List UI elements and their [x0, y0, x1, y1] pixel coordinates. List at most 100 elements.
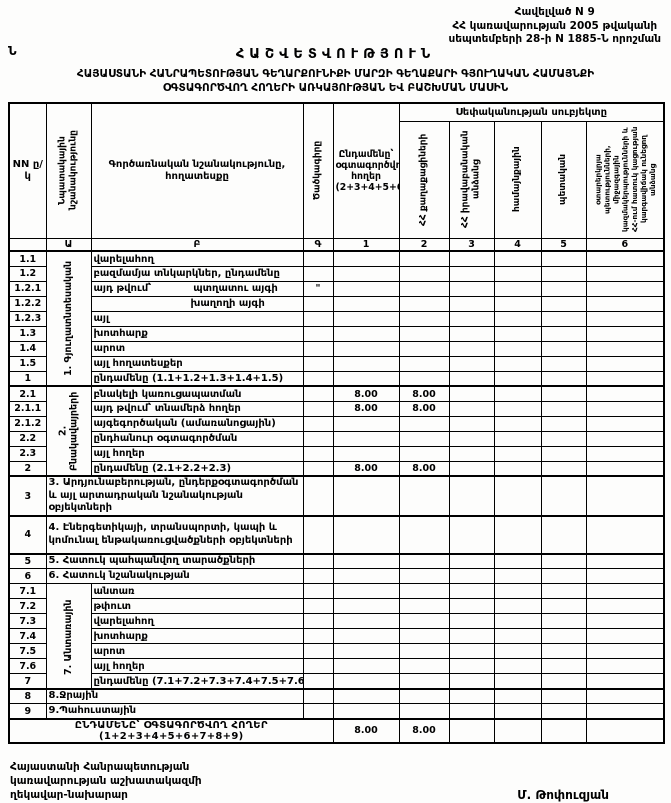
value-cell	[332, 340, 400, 357]
value-cell	[585, 385, 665, 402]
code-cell	[302, 430, 334, 447]
code-cell	[302, 628, 334, 645]
value-cell	[540, 400, 587, 417]
value-cell	[585, 598, 665, 615]
value-cell	[398, 658, 450, 675]
value-cell	[585, 475, 665, 517]
footer-line: կառավարության աշխատակազմի	[10, 775, 202, 788]
value-cell	[493, 658, 542, 675]
code-cell	[302, 355, 334, 372]
header-ownership-subject: Սեփականության սուբյեկտը	[398, 102, 665, 122]
value-cell	[448, 514, 495, 555]
value-cell	[540, 250, 587, 267]
value-cell	[398, 340, 450, 357]
row-label-prefix: այդ թվում՝	[93, 283, 152, 295]
appendix-reference: Հավելված N 9 ՀՀ կառավարության 2005 թվակա…	[448, 6, 661, 47]
value-cell	[585, 717, 665, 744]
value-cell: 8.00	[332, 385, 400, 402]
value-cell	[332, 514, 400, 555]
value-cell	[398, 325, 450, 342]
value-cell	[493, 628, 542, 645]
row-label: այլ հողեր	[90, 658, 304, 675]
value-cell	[540, 613, 587, 630]
value-cell	[448, 250, 495, 267]
value-cell	[448, 658, 495, 675]
value-cell	[540, 598, 587, 615]
value-cell	[448, 717, 495, 744]
row-label: ընդամենը (2.1+2.2+2.3)	[90, 460, 304, 477]
row-label: այդ թվում՝ պտղատու այգի	[90, 280, 304, 297]
value-cell	[332, 415, 400, 432]
value-cell	[332, 568, 400, 585]
table-row: 9 9.Պահուստային	[8, 703, 665, 720]
value-cell	[448, 340, 495, 357]
value-cell	[493, 280, 542, 297]
value-cell	[398, 475, 450, 517]
row-number: 2.1.2	[8, 415, 47, 432]
column-index-cell: 1	[332, 237, 400, 253]
row-label: 9.Պահուստային	[45, 703, 304, 720]
row-label: այլ հողատեսքեր	[90, 355, 304, 372]
value-cell	[398, 514, 450, 555]
value-cell	[332, 265, 400, 282]
code-cell	[302, 325, 334, 342]
code-cell	[302, 598, 334, 615]
header-purpose: Նպատակային նշանակությունը	[46, 103, 91, 239]
value-cell	[540, 445, 587, 462]
value-cell	[493, 703, 542, 720]
header-subject-community: համայնքային	[494, 121, 541, 239]
value-cell	[540, 370, 587, 387]
row-label: 6. Հատուկ նշանակության	[45, 568, 304, 585]
value-cell	[448, 325, 495, 342]
row-label: ընդամենը (7.1+7.2+7.3+7.4+7.5+7.6)	[90, 673, 304, 690]
code-cell	[302, 643, 334, 660]
header-subject-citizens: ՀՀ քաղաքացիների	[399, 121, 449, 239]
value-cell	[398, 355, 450, 372]
value-cell	[493, 552, 542, 570]
table-header: NN ը/կ Նպատակային նշանակությունը Գործառն…	[8, 102, 665, 253]
grand-total-row: ԸՆԴԱՄԵՆԸ՝ ՕԳՏԱԳՈՐԾՎՈՂ ՀՈՂԵՐ (1+2+3+4+5+6…	[8, 717, 665, 744]
value-cell	[332, 280, 400, 297]
value-cell	[448, 385, 495, 402]
appendix-line: Հավելված N 9	[514, 6, 595, 18]
value-cell	[585, 340, 665, 357]
value-cell	[398, 643, 450, 660]
land-balance-table: NN ը/կ Նպատակային նշանակությունը Գործառն…	[8, 102, 666, 744]
code-cell	[302, 310, 334, 327]
code-cell	[302, 400, 334, 417]
report-subtitle-line2: ՕԳՏԱԳՈՐԾՎՈՂ ՀՈՂԵՐԻ ԱՌԿԱՅՈՒԹՅԱՆ ԵՎ ԲԱՇԽՄԱ…	[162, 82, 509, 95]
row-label: անտառ	[90, 583, 304, 600]
row-label: թփուտ	[90, 598, 304, 615]
report-subtitle-line1: ՀԱՅԱՍՏԱՆԻ ՀԱՆՐԱՊԵՏՈՒԹՅԱՆ ԳԵՂԱՐՔՈՒՆԻՔԻ ՄԱ…	[76, 68, 595, 80]
value-cell	[540, 265, 587, 282]
signatory-position: Հայաստանի Հանրապետության կառավարության ա…	[10, 760, 202, 803]
value-cell	[585, 370, 665, 387]
value-cell	[585, 250, 665, 267]
column-index-cell: 4	[493, 237, 542, 253]
table-row: 4 4. Էներգետիկայի, տրանսպորտի, կապի և կոմ…	[8, 514, 665, 555]
column-index-cell	[8, 237, 47, 253]
header-functional: Գործառնական նշանակությունը, հողատեսքը	[90, 102, 304, 239]
column-index-cell: Բ	[90, 237, 304, 253]
row-number: 1.2.2	[8, 295, 47, 312]
value-cell	[493, 568, 542, 585]
value-cell	[398, 613, 450, 630]
code-cell	[302, 552, 334, 570]
value-cell	[493, 385, 542, 402]
value-cell	[398, 280, 450, 297]
value-cell	[585, 658, 665, 675]
code-cell	[302, 613, 334, 630]
value-cell	[493, 687, 542, 705]
value-cell	[585, 415, 665, 432]
value-cell	[448, 568, 495, 585]
header-subject-legal-entities: ՀՀ իրավաբանական անձանց	[449, 121, 494, 239]
value-cell: 8.00	[332, 400, 400, 417]
header-subject-foreign: օտարերկրյա պետությունների, միջազգային կա…	[586, 121, 665, 239]
value-cell	[540, 430, 587, 447]
scan-artifact-mark: Ն	[8, 44, 17, 58]
row-label: այգեգործական (ամառանոցային)	[90, 415, 304, 432]
row-number: 1.2.1	[8, 280, 47, 297]
row-number: 7.4	[8, 628, 47, 645]
value-cell	[585, 355, 665, 372]
value-cell	[448, 310, 495, 327]
